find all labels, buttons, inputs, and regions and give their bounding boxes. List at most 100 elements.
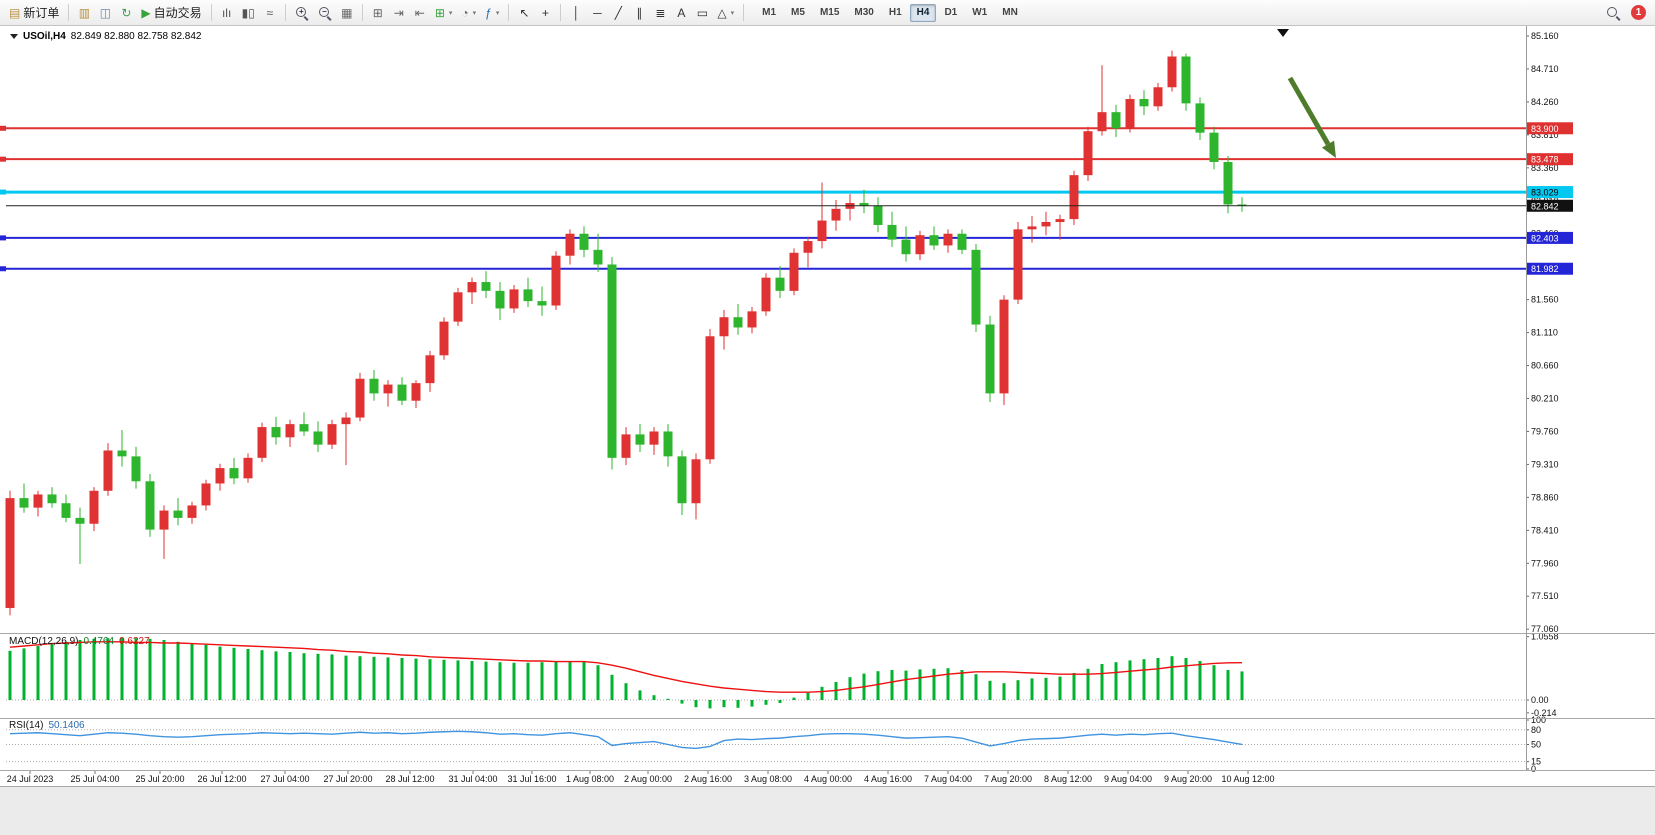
notification-badge[interactable]: 1 bbox=[1631, 5, 1646, 20]
candle bbox=[859, 202, 869, 206]
channel-icon[interactable]: ∥ bbox=[629, 3, 649, 23]
candle bbox=[369, 378, 379, 394]
cursor-icon-glyph: ↖ bbox=[519, 5, 530, 20]
new-chart-button[interactable]: ⊞ ▾ bbox=[431, 3, 457, 23]
one-click-trading-arrow-icon[interactable] bbox=[10, 34, 18, 39]
fibonacci-icon[interactable]: ≣ bbox=[650, 3, 670, 23]
price-badge bbox=[1527, 122, 1573, 135]
time-axis-label: 9 Aug 20:00 bbox=[1164, 774, 1212, 784]
chart-shift-icon[interactable]: ⇤ bbox=[410, 3, 430, 23]
line-chart-type-icon[interactable]: ≈ bbox=[260, 3, 280, 23]
timeframe-mn[interactable]: MN bbox=[995, 4, 1025, 22]
market-watch-icon[interactable]: ▥ bbox=[74, 3, 94, 23]
candle bbox=[1055, 219, 1065, 223]
new-order-button[interactable]: ▤ 新订单 bbox=[5, 3, 63, 23]
text-tool-icon[interactable]: A bbox=[671, 3, 691, 23]
grid-icon[interactable]: ▦ bbox=[337, 3, 357, 23]
timeframe-m15[interactable]: M15 bbox=[813, 4, 846, 22]
label-tool-icon[interactable]: ▭ bbox=[692, 3, 712, 23]
time-axis-label: 9 Aug 04:00 bbox=[1104, 774, 1152, 784]
candle bbox=[1027, 226, 1037, 230]
candle bbox=[817, 220, 827, 242]
autotrading-button[interactable]: ▶ 自动交易 bbox=[137, 3, 205, 23]
timeframe-m30[interactable]: M30 bbox=[847, 4, 880, 22]
price-scale[interactable]: 85.16084.71084.26083.81083.36082.91082.4… bbox=[1526, 31, 1573, 634]
trendline-icon[interactable]: ╱ bbox=[608, 3, 628, 23]
candle bbox=[803, 241, 813, 253]
candle bbox=[299, 424, 309, 432]
shapes-button[interactable]: △ ▾ bbox=[713, 3, 738, 23]
time-axis-label: 4 Aug 16:00 bbox=[864, 774, 912, 784]
candle bbox=[1153, 87, 1163, 107]
bar-chart-type-icon-glyph: ılı bbox=[221, 5, 232, 20]
toolbar-separator bbox=[508, 4, 510, 21]
macd-axis-label: 1.0558 bbox=[1531, 632, 1559, 642]
price-axis-label: 79.760 bbox=[1531, 426, 1559, 436]
label-tool-icon-glyph: ▭ bbox=[696, 5, 709, 20]
candle bbox=[173, 510, 183, 518]
time-scale[interactable]: 24 Jul 2023 25 Jul 04:00 25 Jul 20:00 26 Ju… bbox=[7, 770, 1275, 784]
candle bbox=[915, 235, 925, 255]
chart-shift-marker[interactable] bbox=[1277, 29, 1289, 37]
search-icon bbox=[1606, 6, 1620, 20]
zoom-out-button[interactable]: − bbox=[314, 3, 336, 23]
horizontal-line-icon[interactable]: ─ bbox=[587, 3, 607, 23]
zoom-in-button[interactable]: + bbox=[291, 3, 313, 23]
candle bbox=[89, 490, 99, 524]
candle bbox=[201, 483, 211, 506]
time-axis-label: 1 Aug 08:00 bbox=[566, 774, 614, 784]
timeframe-d1[interactable]: D1 bbox=[937, 4, 964, 22]
price-axis-label: 83.810 bbox=[1531, 130, 1559, 140]
macd-axis-label: -0.214 bbox=[1531, 708, 1557, 718]
indicators-glyph: ƒ bbox=[485, 5, 492, 20]
timeframe-m1[interactable]: M1 bbox=[755, 4, 783, 22]
auto-scroll-icon[interactable]: ⇥ bbox=[389, 3, 409, 23]
period-glyph: ◔ bbox=[461, 5, 469, 20]
toolbar-left-group: ▤ 新订单 ▥ ◫ ↻ ▶ 自动交易 ılı ▮▯ ≈ + − ▦ ⊞ ⇥ ⇤ ⊞ ▾ ◔ ▾ ƒ ▾ ↖ + │ ─ ╱ ∥ ≣ A ▭ △… bbox=[5, 3, 1025, 23]
tile-windows-icon[interactable]: ⊞ bbox=[368, 3, 388, 23]
annotation-arrow-head[interactable] bbox=[1321, 140, 1336, 158]
timeframe-h1[interactable]: H1 bbox=[882, 4, 909, 22]
chart-header: USOil,H4 82.849 82.880 82.758 82.842 bbox=[10, 31, 201, 42]
candlestick-chart-type-icon-glyph: ▮▯ bbox=[241, 5, 255, 20]
indicators-button[interactable]: ƒ ▾ bbox=[481, 3, 503, 23]
annotation-arrow-shaft[interactable] bbox=[1287, 76, 1331, 146]
candle bbox=[271, 427, 281, 438]
navigator-icon[interactable]: ↻ bbox=[116, 3, 136, 23]
toolbar-separator bbox=[210, 4, 212, 21]
toolbar: ▤ 新订单 ▥ ◫ ↻ ▶ 自动交易 ılı ▮▯ ≈ + − ▦ ⊞ ⇥ ⇤ ⊞ ▾ ◔ ▾ ƒ ▾ ↖ + │ ─ ╱ ∥ ≣ A ▭ △… bbox=[0, 0, 1655, 26]
vertical-line-icon[interactable]: │ bbox=[566, 3, 586, 23]
dropdown-arrow-icon: ▾ bbox=[495, 9, 500, 17]
crosshair-icon[interactable]: + bbox=[535, 3, 555, 23]
data-window-icon[interactable]: ◫ bbox=[95, 3, 115, 23]
text-tool-icon-glyph: A bbox=[677, 5, 686, 20]
bar-chart-type-icon[interactable]: ılı bbox=[217, 3, 237, 23]
candle bbox=[61, 503, 71, 518]
timeframe-h4[interactable]: H4 bbox=[909, 3, 937, 22]
toolbar-separator bbox=[560, 4, 562, 21]
search-button[interactable] bbox=[1602, 3, 1624, 23]
candle bbox=[481, 282, 491, 291]
price-chart-panel[interactable] bbox=[0, 29, 1526, 616]
candle bbox=[691, 459, 701, 504]
period-button[interactable]: ◔ ▾ bbox=[457, 3, 480, 23]
toolbar-separator bbox=[361, 4, 363, 21]
price-axis-label: 81.110 bbox=[1531, 328, 1558, 338]
time-axis-label: 25 Jul 20:00 bbox=[135, 774, 184, 784]
time-axis-label: 28 Jul 12:00 bbox=[385, 774, 434, 784]
candlestick-chart-type-icon[interactable]: ▮▯ bbox=[238, 3, 259, 23]
tile-windows-icon-glyph: ⊞ bbox=[372, 5, 383, 20]
macd-panel[interactable]: 1.0558 0.00 -0.214 bbox=[6, 632, 1559, 718]
timeframe-m5[interactable]: M5 bbox=[784, 4, 812, 22]
cursor-icon[interactable]: ↖ bbox=[514, 3, 534, 23]
candle bbox=[901, 239, 911, 255]
chart-shift-icon-glyph: ⇤ bbox=[414, 5, 425, 20]
candle bbox=[747, 311, 757, 328]
candle bbox=[873, 205, 883, 225]
timeframe-w1[interactable]: W1 bbox=[965, 4, 994, 22]
rsi-name: RSI(14) bbox=[9, 720, 44, 731]
price-badge-label: 83.029 bbox=[1531, 188, 1559, 198]
